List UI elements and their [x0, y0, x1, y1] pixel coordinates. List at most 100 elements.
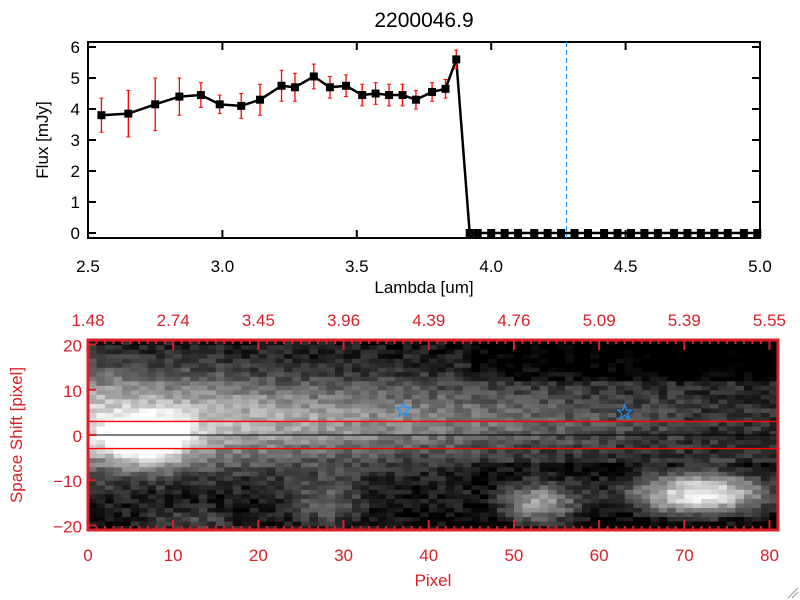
- heatmap-pixel: [275, 520, 285, 527]
- heatmap-pixel: [658, 511, 668, 518]
- y-tick-label: 4: [71, 100, 80, 119]
- heatmap-pixel: [437, 444, 447, 450]
- heatmap-pixel: [650, 344, 660, 350]
- heatmap-pixel: [718, 484, 728, 490]
- heatmap-pixel: [488, 520, 498, 527]
- heatmap-pixel: [479, 403, 489, 409]
- heatmap-pixel: [479, 484, 489, 490]
- heatmap-pixel: [420, 394, 430, 400]
- heatmap-pixel: [445, 349, 455, 355]
- heatmap-pixel: [505, 380, 515, 386]
- heatmap-pixel: [335, 412, 345, 418]
- heatmap-pixel: [462, 507, 472, 513]
- heatmap-pixel: [198, 425, 208, 432]
- heatmap-pixel: [386, 349, 396, 355]
- heatmap-pixel: [752, 412, 762, 418]
- heatmap-pixel: [573, 435, 583, 441]
- heatmap-pixel: [258, 444, 268, 450]
- heatmap-pixel: [249, 484, 259, 490]
- heatmap-pixel: [530, 475, 541, 481]
- heatmap-pixel: [658, 425, 668, 432]
- heatmap-pixel: [420, 462, 430, 468]
- heatmap-pixel: [343, 435, 353, 441]
- heatmap-pixel: [198, 462, 208, 468]
- heatmap-pixel: [522, 466, 532, 472]
- heatmap-pixel: [701, 484, 711, 490]
- heatmap-pixel: [232, 380, 242, 386]
- heatmap-pixel: [565, 421, 575, 427]
- heatmap-pixel: [190, 435, 200, 441]
- heatmap-pixel: [173, 502, 183, 508]
- heatmap-pixel: [607, 349, 617, 355]
- heatmap-pixel: [181, 448, 191, 454]
- heatmap-pixel: [224, 412, 234, 418]
- heatmap-pixel: [139, 448, 149, 454]
- heatmap-pixel: [232, 471, 242, 477]
- heatmap-pixel: [122, 425, 132, 432]
- heatmap-pixel: [326, 489, 336, 495]
- heatmap-pixel: [377, 466, 387, 472]
- heatmap-pixel: [599, 407, 609, 413]
- heatmap-pixel: [684, 507, 694, 513]
- heatmap-pixel: [122, 457, 132, 463]
- heatmap-pixel: [173, 498, 183, 504]
- heatmap-pixel: [684, 520, 694, 527]
- heatmap-pixel: [181, 340, 191, 346]
- heatmap-pixel: [684, 416, 694, 423]
- heatmap-pixel: [283, 416, 294, 423]
- heatmap-pixel: [105, 520, 115, 527]
- heatmap-pixel: [275, 439, 285, 445]
- heatmap-pixel: [548, 507, 558, 513]
- heatmap-pixel: [496, 367, 507, 373]
- heatmap-pixel: [726, 349, 737, 355]
- heatmap-pixel: [181, 457, 191, 463]
- heatmap-pixel: [232, 385, 242, 391]
- heatmap-pixel: [573, 498, 583, 504]
- heatmap-pixel: [539, 502, 549, 508]
- heatmap-pixel: [360, 457, 370, 463]
- heatmap-pixel: [318, 448, 328, 454]
- heatmap-pixel: [726, 484, 737, 490]
- heatmap-pixel: [752, 344, 762, 350]
- heatmap-pixel: [173, 471, 183, 477]
- heatmap-pixel: [539, 480, 549, 486]
- heatmap-pixel: [156, 376, 166, 382]
- heatmap-pixel: [130, 362, 140, 368]
- heatmap-pixel: [496, 444, 507, 450]
- heatmap-pixel: [590, 457, 600, 463]
- heatmap-pixel: [283, 484, 294, 490]
- heatmap-pixel: [607, 407, 617, 413]
- top-axis-wavelength-label: 1.48: [71, 311, 104, 330]
- heatmap-pixel: [224, 484, 234, 490]
- heatmap-pixel: [760, 498, 771, 504]
- heatmap-pixel: [769, 380, 779, 386]
- heatmap-pixel: [565, 407, 575, 413]
- heatmap-pixel: [369, 344, 379, 350]
- heatmap-pixel: [249, 394, 259, 400]
- heatmap-pixel: [769, 421, 779, 427]
- heatmap-pixel: [360, 349, 370, 355]
- heatmap-pixel: [292, 516, 302, 522]
- heatmap-pixel: [386, 425, 396, 432]
- heatmap-pixel: [318, 371, 328, 377]
- heatmap-pixel: [343, 349, 353, 355]
- heatmap-pixel: [411, 398, 421, 404]
- heatmap-pixel: [403, 367, 413, 373]
- heatmap-pixel: [760, 385, 771, 391]
- heatmap-pixel: [190, 380, 200, 386]
- resize-grip-icon[interactable]: [787, 587, 799, 599]
- heatmap-pixel: [198, 444, 208, 450]
- heatmap-pixel: [335, 349, 345, 355]
- heatmap-pixel: [505, 457, 515, 463]
- heatmap-pixel: [122, 371, 132, 377]
- heatmap-pixel: [599, 389, 609, 395]
- heatmap-pixel: [658, 344, 668, 350]
- heatmap-pixel: [386, 362, 396, 368]
- heatmap-pixel: [275, 407, 285, 413]
- heatmap-pixel: [198, 511, 208, 518]
- heatmap-pixel: [369, 516, 379, 522]
- heatmap-pixel: [207, 457, 217, 463]
- heatmap-pixel: [513, 453, 524, 459]
- heatmap-pixel: [522, 353, 532, 359]
- heatmap-pixel: [207, 435, 217, 441]
